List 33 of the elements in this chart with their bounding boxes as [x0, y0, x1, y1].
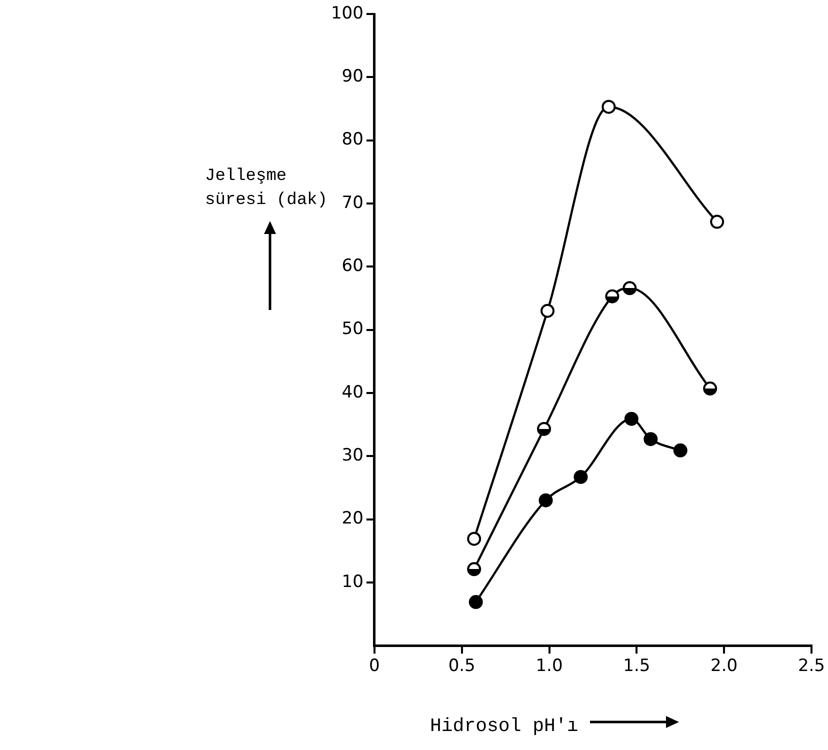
x-tick-label: 0 [369, 656, 380, 676]
point [537, 422, 552, 436]
x-tick-label: 0.5 [448, 656, 476, 676]
point [710, 214, 724, 229]
y-tick-label: 70 [342, 192, 364, 213]
point [574, 470, 588, 484]
point [467, 532, 482, 546]
point [605, 289, 620, 304]
point [540, 304, 555, 318]
y-tick-label: 20 [342, 508, 364, 529]
y-tick-label: 40 [342, 382, 364, 402]
x-tick-label: 2.0 [710, 656, 738, 676]
y-tick-label: 30 [342, 446, 364, 466]
x-tick-label: 2.5 [798, 656, 826, 676]
y-tick-label: 50 [342, 319, 364, 340]
point [624, 412, 638, 426]
point [673, 443, 688, 458]
point [467, 562, 482, 576]
point [602, 100, 616, 114]
y-tick-label: 90 [342, 66, 364, 87]
point [538, 493, 553, 508]
y-axis-title: Jelleşme süresi (dak) [205, 167, 328, 210]
point [703, 382, 718, 396]
point [644, 432, 658, 446]
x-tick-label: 1.0 [536, 656, 563, 676]
x-axis-title: Hidrosol pH'ı [430, 715, 578, 737]
y-tick-label: 60 [342, 256, 364, 276]
y-tick-label: 100 [330, 3, 364, 24]
x-tick-label: 1.5 [623, 656, 650, 676]
point [468, 595, 483, 610]
point [622, 281, 637, 296]
y-tick-label: 80 [342, 130, 364, 150]
y-tick-label: 10 [342, 572, 364, 592]
